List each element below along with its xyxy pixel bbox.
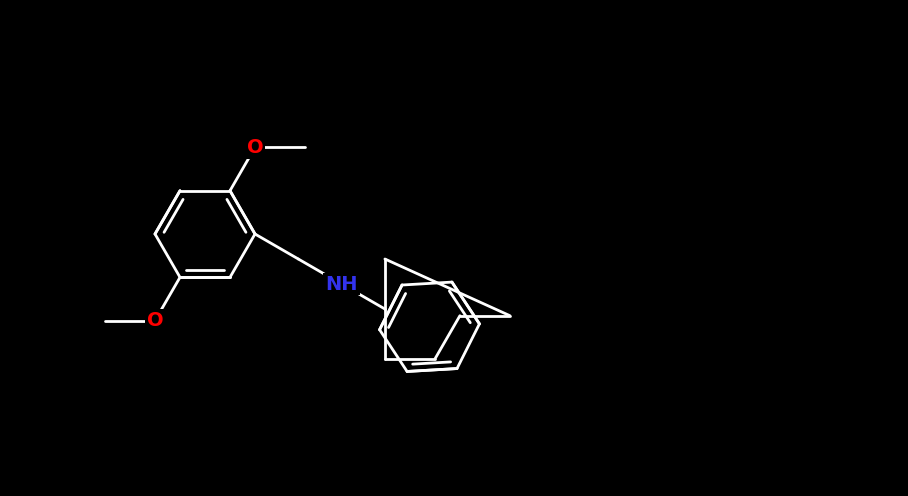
Text: O: O [247,138,263,157]
Text: NH: NH [325,274,358,294]
Text: O: O [147,311,163,330]
